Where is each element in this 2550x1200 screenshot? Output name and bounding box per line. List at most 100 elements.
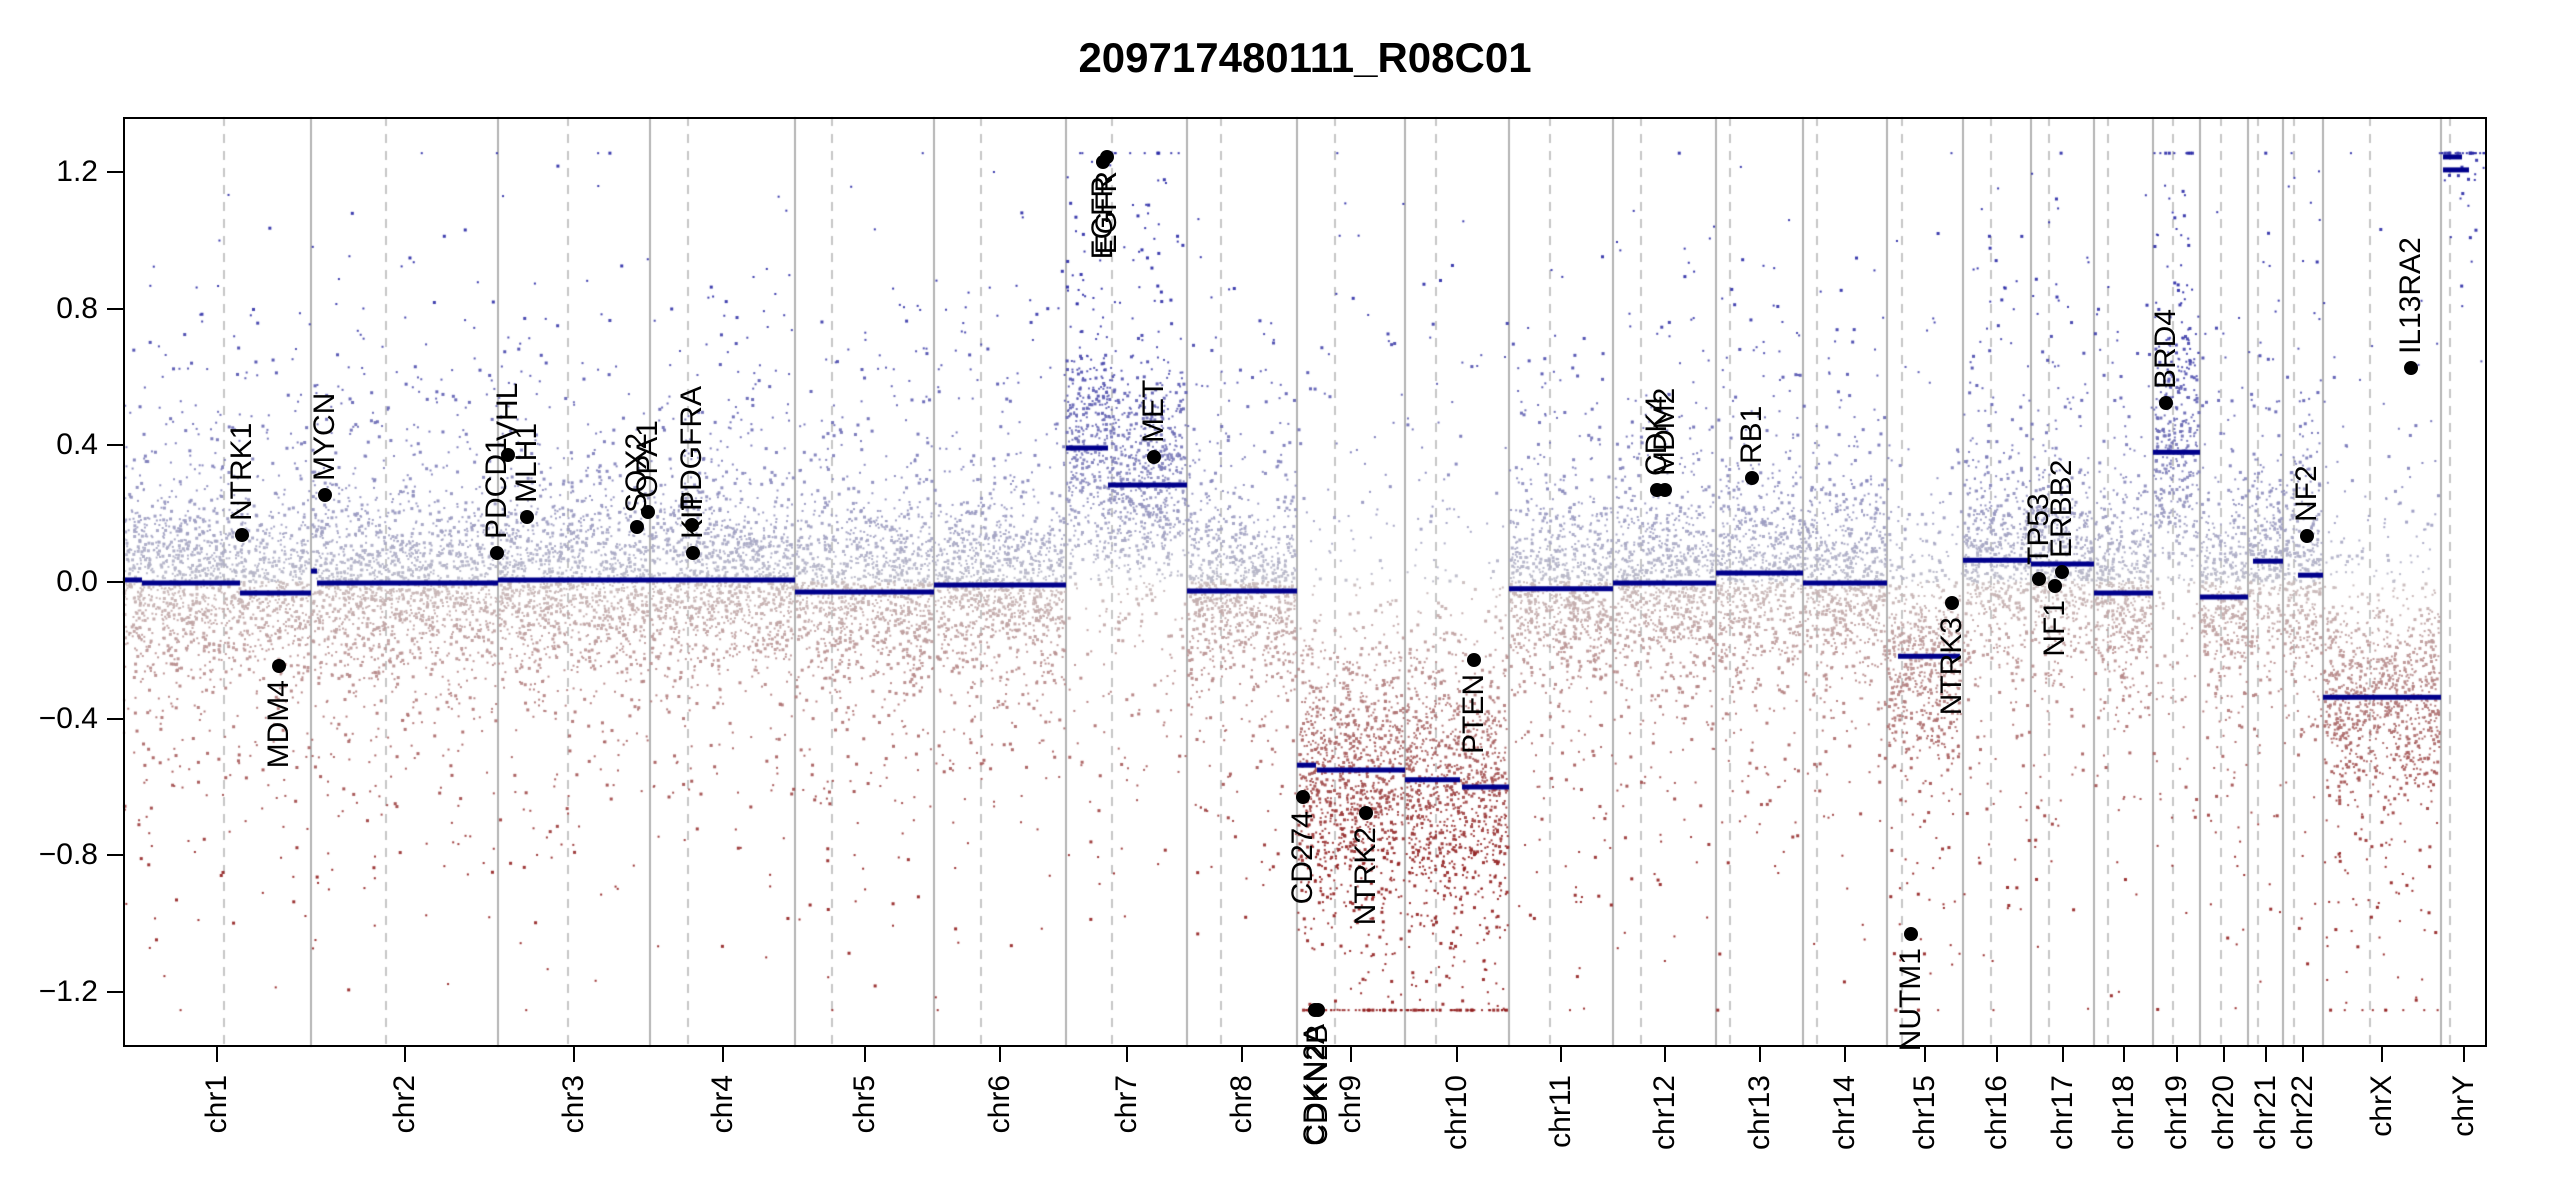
gene-label-MYCN: MYCN xyxy=(308,392,341,481)
x-axis-tick-mark xyxy=(2123,1047,2125,1062)
x-axis-label-chr15: chr15 xyxy=(1908,1075,1941,1151)
x-axis-label-chr1: chr1 xyxy=(200,1075,233,1134)
x-axis-tick-mark xyxy=(1456,1047,1458,1062)
gene-dot-NTRK3 xyxy=(1945,595,1959,610)
gene-dot-MLH1 xyxy=(520,510,534,525)
x-axis-label-chr10: chr10 xyxy=(1440,1075,1473,1151)
gene-label-NTRK3: NTRK3 xyxy=(1935,616,1968,716)
x-axis-tick-mark xyxy=(2381,1047,2383,1062)
gene-label-CD274: CD274 xyxy=(1286,810,1319,905)
gene-label-IL13RA2: IL13RA2 xyxy=(2394,237,2427,355)
gene-label-OPA1: OPA1 xyxy=(631,420,664,498)
gene-dot-MDM4 xyxy=(272,659,286,674)
y-axis-tick-label: 0.0 xyxy=(56,565,98,598)
x-axis-label-chr16: chr16 xyxy=(1980,1075,2013,1151)
x-axis-tick-mark xyxy=(1996,1047,1998,1062)
gene-label-NF2: NF2 xyxy=(2290,465,2323,522)
gene-label-MDM4: MDM4 xyxy=(262,680,295,769)
gene-dot-OPA1 xyxy=(641,504,655,519)
x-axis-tick-mark xyxy=(2463,1047,2465,1062)
gene-label-CDKN2B: CDKN2B xyxy=(1301,1024,1334,1146)
y-axis-tick-mark xyxy=(107,854,123,857)
y-axis-tick-mark xyxy=(107,991,123,994)
x-axis-label-chr22: chr22 xyxy=(2286,1075,2319,1151)
x-axis-tick-mark xyxy=(1924,1047,1926,1062)
x-axis-tick-mark xyxy=(1126,1047,1128,1062)
gene-dot-EGFR xyxy=(1100,149,1114,164)
x-axis-label-chr12: chr12 xyxy=(1648,1075,1681,1151)
y-axis-tick-label: 1.2 xyxy=(56,154,98,188)
y-axis-tick-label: −1.2 xyxy=(38,975,98,1009)
gene-dot-MYCN xyxy=(318,487,332,502)
x-axis-tick-mark xyxy=(864,1047,866,1062)
gene-dot-MET xyxy=(1147,449,1161,464)
y-axis-tick-label: 0.8 xyxy=(56,291,98,325)
x-axis-label-chr11: chr11 xyxy=(1544,1075,1577,1148)
x-axis-label-chr4: chr4 xyxy=(706,1075,739,1134)
x-axis-tick-mark xyxy=(1560,1047,1562,1062)
gene-dot-NUTM1 xyxy=(1904,926,1918,941)
x-axis-label-chr14: chr14 xyxy=(1828,1075,1861,1151)
x-axis-label-chr13: chr13 xyxy=(1743,1075,1776,1151)
x-axis-tick-mark xyxy=(2223,1047,2225,1062)
x-axis-tick-mark xyxy=(1241,1047,1243,1062)
x-axis-label-chr21: chr21 xyxy=(2249,1075,2282,1151)
gene-label-MLH1: MLH1 xyxy=(510,423,543,504)
gene-dot-MDM2 xyxy=(1658,483,1672,498)
x-axis-tick-mark xyxy=(216,1047,218,1062)
gene-dot-NTRK2 xyxy=(1359,805,1373,820)
x-axis-tick-mark xyxy=(999,1047,1001,1062)
gene-label-NF1: NF1 xyxy=(2038,600,2071,657)
x-axis-label-chr6: chr6 xyxy=(983,1075,1016,1134)
x-axis-label-chr3: chr3 xyxy=(557,1075,590,1134)
x-axis-label-chr20: chr20 xyxy=(2207,1075,2240,1151)
x-axis-label-chrX: chrX xyxy=(2365,1075,2398,1137)
x-axis-tick-mark xyxy=(2265,1047,2267,1062)
y-axis-tick-mark xyxy=(107,717,123,720)
gene-label-PTEN: PTEN xyxy=(1457,673,1490,754)
y-axis-tick-label: −0.4 xyxy=(38,701,98,735)
chart-title: 209717480111_R08C01 xyxy=(1078,34,1532,81)
gene-dot-TP53 xyxy=(2032,571,2046,586)
x-axis-tick-mark xyxy=(2062,1047,2064,1062)
x-axis-tick-mark xyxy=(1350,1047,1352,1062)
x-axis-tick-mark xyxy=(2176,1047,2178,1062)
gene-label-NUTM1: NUTM1 xyxy=(1894,947,1927,1052)
gene-label-MET: MET xyxy=(1137,379,1170,443)
gene-dot-PDCD1 xyxy=(490,545,504,560)
y-axis-tick-label: 0.4 xyxy=(56,428,98,462)
y-axis-tick-mark xyxy=(107,444,123,447)
gene-dot-KIT xyxy=(686,545,700,560)
gene-dot-IL13RA2 xyxy=(2404,361,2418,376)
gene-dot-PDGFRA xyxy=(685,517,699,532)
gene-dot-RB1 xyxy=(1745,471,1759,486)
x-axis-label-chr7: chr7 xyxy=(1110,1075,1143,1134)
x-axis-label-chr2: chr2 xyxy=(388,1075,421,1134)
x-axis-label-chr19: chr19 xyxy=(2160,1075,2193,1151)
gene-dot-VHL xyxy=(501,447,515,462)
gene-label-NTRK1: NTRK1 xyxy=(225,422,258,521)
gene-label-RB1: RB1 xyxy=(1735,405,1768,465)
gene-dot-SOX2 xyxy=(630,519,644,534)
x-axis-tick-mark xyxy=(573,1047,575,1062)
y-axis-tick-mark xyxy=(107,170,123,173)
x-axis-label-chr17: chr17 xyxy=(2046,1075,2079,1151)
x-axis-tick-mark xyxy=(404,1047,406,1062)
gene-dot-CD274 xyxy=(1296,789,1310,804)
y-axis-tick-label: −0.8 xyxy=(38,838,98,872)
gene-label-BRD4: BRD4 xyxy=(2149,308,2182,389)
x-axis-label-chrY: chrY xyxy=(2447,1075,2480,1137)
gene-label-PDGFRA: PDGFRA xyxy=(675,385,708,511)
x-axis-tick-mark xyxy=(722,1047,724,1062)
x-axis-label-chr5: chr5 xyxy=(848,1075,881,1134)
gene-dot-BRD4 xyxy=(2159,395,2173,410)
x-axis-tick-mark xyxy=(2302,1047,2304,1062)
gene-dot-PTEN xyxy=(1467,652,1481,667)
gene-label-MDM2: MDM2 xyxy=(1648,387,1681,477)
x-axis-tick-mark xyxy=(1759,1047,1761,1062)
x-axis-tick-mark xyxy=(1844,1047,1846,1062)
gene-label-NTRK2: NTRK2 xyxy=(1349,826,1382,926)
x-axis-label-chr8: chr8 xyxy=(1225,1075,1258,1134)
